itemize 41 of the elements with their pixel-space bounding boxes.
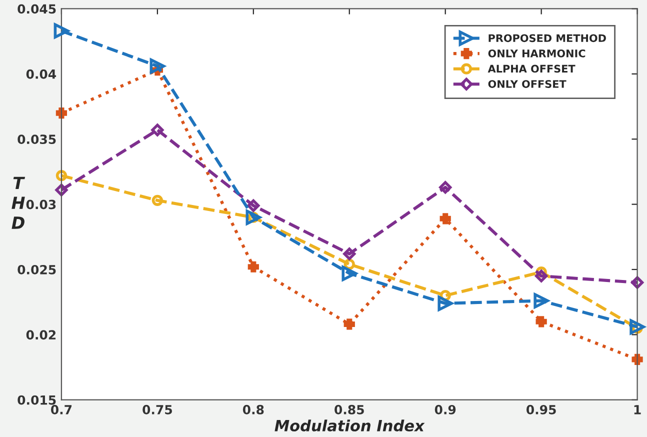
point [632, 354, 643, 365]
point [630, 319, 645, 334]
point [248, 261, 259, 272]
x-tick-label: 0.95 [526, 404, 556, 414]
x-tick-label: 0.8 [242, 404, 264, 414]
legend-label: ALPHA OFFSET [488, 64, 576, 73]
point [439, 181, 452, 194]
point [440, 213, 451, 224]
y-tick-label: 0.035 [18, 134, 56, 144]
y-tick-label: 0.03 [26, 200, 56, 210]
point [438, 296, 453, 312]
y-tick-label: 0.04 [26, 69, 56, 79]
x-tick-label: 1 [634, 405, 641, 414]
point [247, 199, 260, 212]
point [150, 58, 166, 74]
y-tick-label: 0.045 [18, 4, 56, 14]
point [343, 248, 356, 260]
legend-label: ONLY HARMONIC [488, 49, 586, 58]
x-tick-label: 0.85 [334, 404, 364, 414]
point [534, 293, 549, 308]
point [630, 276, 644, 289]
point [536, 316, 547, 328]
point [56, 170, 68, 182]
legend-label: ONLY OFFSET [488, 80, 566, 88]
point [54, 23, 70, 39]
point [152, 194, 163, 206]
x-tick-label: 0.7 [50, 404, 72, 414]
x-tick-label: 0.75 [142, 404, 172, 414]
point [55, 184, 68, 196]
point [56, 107, 68, 119]
y-tick-label: 0.02 [26, 330, 56, 340]
x-tick-label: 0.9 [434, 404, 456, 414]
point [344, 318, 355, 330]
y-tick-label: 0.015 [18, 395, 56, 405]
point [151, 124, 164, 136]
point [535, 270, 548, 282]
y-axis-title: THD [12, 176, 26, 229]
legend-label: PROPOSED METHOD [488, 34, 606, 42]
y-tick-label: 0.025 [18, 264, 56, 274]
point [342, 266, 358, 282]
x-axis-title: Modulation Index [274, 420, 425, 432]
